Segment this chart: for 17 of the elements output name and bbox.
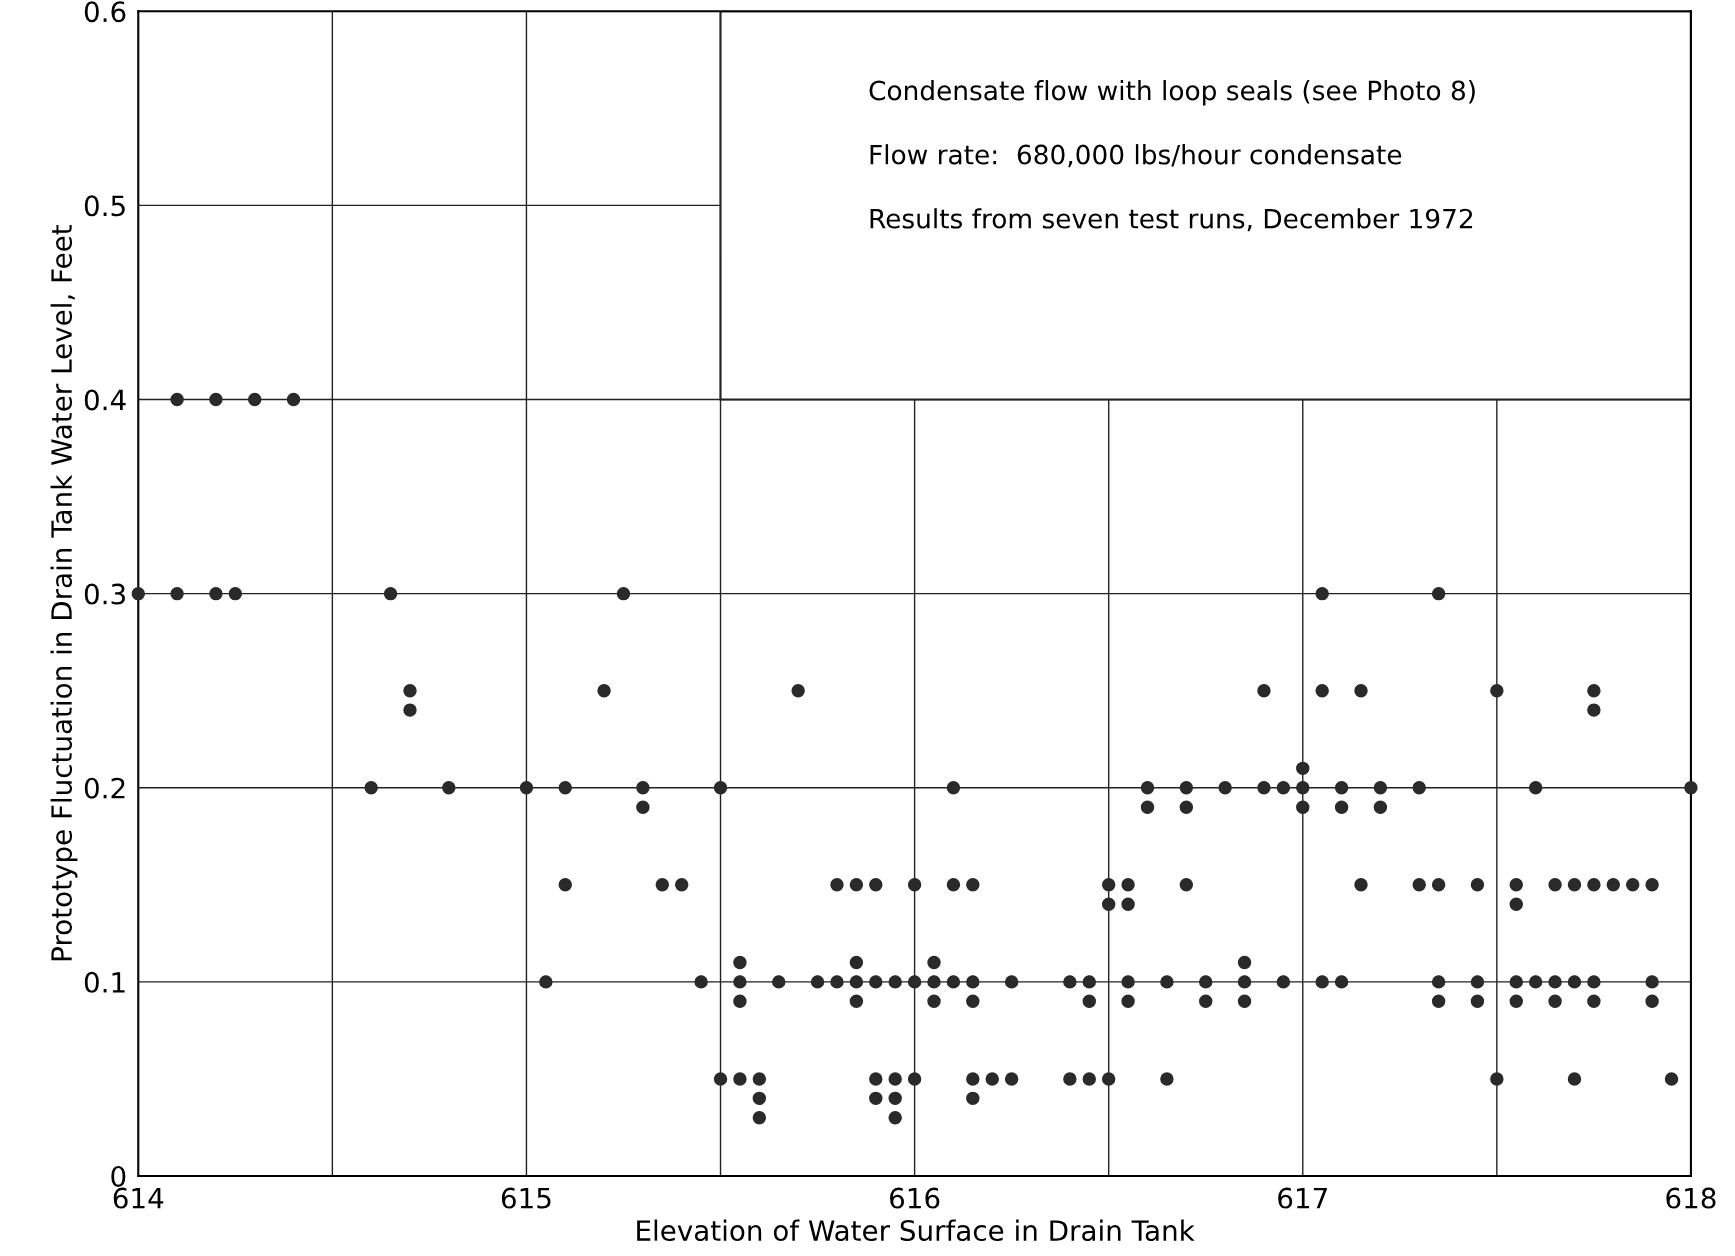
- y-tick-label: 0.1: [84, 971, 125, 993]
- y-tick-label: 0.4: [84, 389, 126, 411]
- y-tick-label: 0.3: [84, 583, 125, 605]
- y-tick-label: 0.6: [84, 1, 126, 23]
- y-axis-title: Prototype Fluctuation in Drain Tank Water Level, Feet: [50, 225, 78, 961]
- x-tick-label: 616: [890, 1187, 940, 1209]
- annotation: Condensate flow with loop seals (see Photo 8): [869, 80, 1475, 106]
- annotation: Flow rate: 680,000 lbs/hour condensate: [870, 144, 1402, 168]
- y-tick-label: 0: [111, 1165, 126, 1187]
- x-tick-label: 615: [501, 1187, 551, 1209]
- y-tick-label: 0.5: [84, 195, 125, 217]
- x-tick-label: 618: [1666, 1187, 1716, 1209]
- x-axis-title: Elevation of Water Surface in Drain Tank: [637, 1219, 1195, 1242]
- annotation: Results from seven test runs, December 1972: [870, 208, 1473, 232]
- x-tick-label: 617: [1278, 1187, 1327, 1209]
- y-tick-label: 0.2: [84, 777, 125, 799]
- x-tick-label: 614: [113, 1187, 164, 1209]
